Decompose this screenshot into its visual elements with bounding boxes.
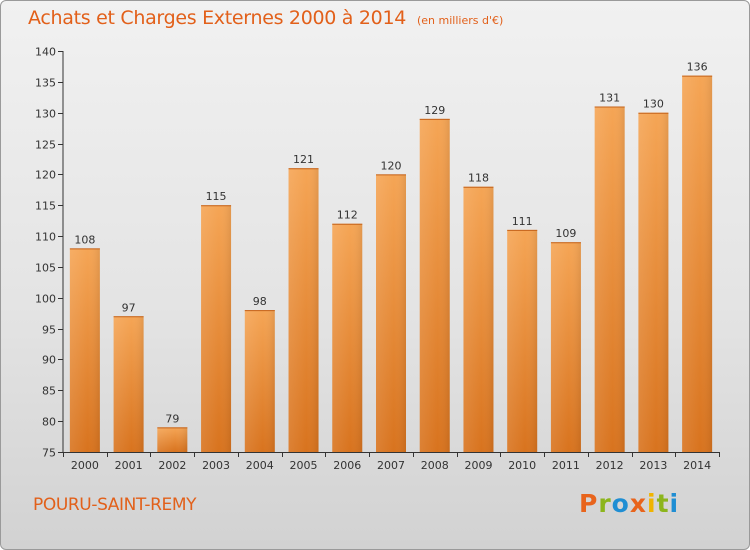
x-tick-label-2003: 2003 [202,459,230,472]
y-tick-label: 125 [35,139,56,152]
proxiti-logo[interactable]: Proxiti [579,489,679,518]
bar-shade-2003 [201,205,232,452]
y-tick-label: 140 [35,46,56,59]
y-tick-label: 100 [35,293,56,306]
bar-shade-2004 [244,310,275,452]
y-tick-label: 135 [35,77,56,90]
data-label-2012: 131 [599,92,620,105]
bar-shade-2013 [638,112,669,452]
data-label-2004: 98 [253,295,267,308]
y-axis: 75 80 85 90 95 100 105 110 115 120 125 130 135 140 [35,46,64,460]
x-tick-label-2007: 2007 [377,459,405,472]
bars [69,75,713,453]
bar-shade-2005 [288,168,319,452]
y-tick-label: 80 [42,416,56,429]
logo-letter: o [611,489,630,518]
bar-shade-2008 [419,118,450,452]
data-label-2002: 79 [165,412,179,425]
y-tick-label: 90 [42,354,56,367]
bar-shade-2009 [463,186,494,452]
x-tick-label-2010: 2010 [508,459,536,472]
x-tick-label-2012: 2012 [596,459,624,472]
data-label-2010: 111 [512,215,533,228]
logo-letter: x [629,489,647,518]
data-labels: 108 97 79 115 98 121 112 120 129 118 111 109 131 130 1… [74,61,707,426]
data-label-2009: 118 [468,172,489,185]
logo-letter: P [579,489,599,518]
x-tick-label-2013: 2013 [639,459,667,472]
x-tick-label-2008: 2008 [421,459,449,472]
data-label-2003: 115 [206,190,227,203]
data-label-2005: 121 [293,153,314,166]
bar-shade-2000 [69,248,100,452]
y-tick-label: 105 [35,262,56,275]
logo-letter: i [669,489,680,518]
y-tick-label: 85 [42,385,56,398]
y-tick-label: 130 [35,108,56,121]
bar-shade-2012 [594,106,625,453]
bar-shade-2010 [507,229,538,452]
bar-shade-2006 [332,223,363,452]
bar-shade-2002 [157,427,188,452]
x-tick-label-2014: 2014 [683,459,711,472]
x-tick-label-2005: 2005 [290,459,318,472]
logo-letter: r [598,489,612,518]
x-tick-label-2002: 2002 [158,459,186,472]
data-label-2001: 97 [122,301,136,314]
bar-shade-2011 [550,242,581,452]
y-tick-label: 110 [35,231,56,244]
data-label-2013: 130 [643,98,664,111]
y-tick-label: 75 [42,447,56,460]
logo-letter: i [647,489,657,518]
data-label-2007: 120 [381,159,402,172]
x-axis: 2000 2001 2002 2003 2004 2005 2006 2007 2008 2009… [63,452,720,472]
x-tick-label-2011: 2011 [552,459,580,472]
data-label-2011: 109 [555,227,576,240]
data-label-2006: 112 [337,209,358,222]
x-tick-label-2009: 2009 [464,459,492,472]
bar-shade-2014 [682,75,713,452]
data-label-2000: 108 [74,233,95,246]
x-tick-label-2006: 2006 [333,459,361,472]
commune-name: POURU-SAINT-REMY [33,495,197,515]
logo-letter: t [656,489,670,518]
data-label-2014: 136 [687,61,708,74]
y-tick-label: 95 [42,324,56,337]
x-tick-label-2000: 2000 [71,459,99,472]
chart-title: Achats et Charges Externes 2000 à 2014 [28,7,407,29]
chart-unit: (en milliers d'€) [417,14,504,27]
x-tick-label-2004: 2004 [246,459,274,472]
x-tick-label-2001: 2001 [115,459,143,472]
bar-shade-2001 [113,316,144,452]
y-tick-label: 115 [35,200,56,213]
data-label-2008: 129 [424,104,445,117]
y-tick-label: 120 [35,169,56,182]
bar-shade-2007 [376,174,406,452]
